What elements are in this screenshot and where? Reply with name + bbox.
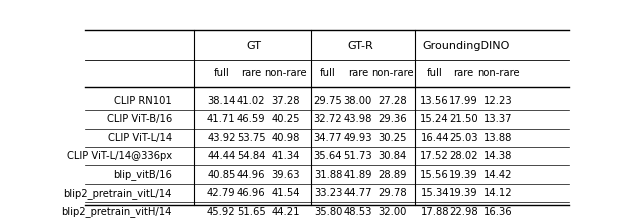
Text: blip2_pretrain_vitL/14: blip2_pretrain_vitL/14 [63,188,172,199]
Text: 15.56: 15.56 [420,170,449,180]
Text: 51.73: 51.73 [344,151,372,161]
Text: full: full [320,68,336,78]
Text: 41.54: 41.54 [271,188,300,198]
Text: 41.02: 41.02 [237,96,266,106]
Text: 30.25: 30.25 [378,133,407,143]
Text: 34.77: 34.77 [314,133,342,143]
Text: GT: GT [246,41,261,51]
Text: rare: rare [241,68,261,78]
Text: 43.98: 43.98 [344,114,372,124]
Text: 32.00: 32.00 [378,207,406,217]
Text: 40.98: 40.98 [271,133,300,143]
Text: 43.92: 43.92 [207,133,236,143]
Text: 41.89: 41.89 [344,170,372,180]
Text: full: full [427,68,442,78]
Text: non-rare: non-rare [371,68,414,78]
Text: 21.50: 21.50 [449,114,477,124]
Text: non-rare: non-rare [477,68,520,78]
Text: 42.79: 42.79 [207,188,236,198]
Text: CLIP RN101: CLIP RN101 [114,96,172,106]
Text: 28.02: 28.02 [449,151,477,161]
Text: 14.12: 14.12 [484,188,513,198]
Text: 37.28: 37.28 [271,96,300,106]
Text: 38.00: 38.00 [344,96,372,106]
Text: 13.37: 13.37 [484,114,513,124]
Text: 33.23: 33.23 [314,188,342,198]
Text: 22.98: 22.98 [449,207,477,217]
Text: 27.28: 27.28 [378,96,407,106]
Text: non-rare: non-rare [264,68,307,78]
Text: 35.64: 35.64 [314,151,342,161]
Text: full: full [214,68,229,78]
Text: 48.53: 48.53 [344,207,372,217]
Text: 19.39: 19.39 [449,188,477,198]
Text: 46.96: 46.96 [237,188,266,198]
Text: 17.52: 17.52 [420,151,449,161]
Text: CLIP ViT-B/16: CLIP ViT-B/16 [106,114,172,124]
Text: 46.59: 46.59 [237,114,266,124]
Text: 12.23: 12.23 [484,96,513,106]
Text: 49.93: 49.93 [344,133,372,143]
Text: 32.72: 32.72 [314,114,342,124]
Text: 29.36: 29.36 [378,114,407,124]
Text: 38.14: 38.14 [207,96,236,106]
Text: 40.85: 40.85 [207,170,236,180]
Text: 29.75: 29.75 [314,96,342,106]
Text: 28.89: 28.89 [378,170,407,180]
Text: 54.84: 54.84 [237,151,266,161]
Text: 31.88: 31.88 [314,170,342,180]
Text: rare: rare [348,68,368,78]
Text: 16.44: 16.44 [420,133,449,143]
Text: 14.42: 14.42 [484,170,513,180]
Text: 44.96: 44.96 [237,170,266,180]
Text: 25.03: 25.03 [449,133,477,143]
Text: 16.36: 16.36 [484,207,513,217]
Text: 44.44: 44.44 [207,151,236,161]
Text: 30.84: 30.84 [378,151,406,161]
Text: 41.34: 41.34 [271,151,300,161]
Text: 53.75: 53.75 [237,133,266,143]
Text: 17.88: 17.88 [420,207,449,217]
Text: 41.71: 41.71 [207,114,236,124]
Text: 29.78: 29.78 [378,188,407,198]
Text: GT-R: GT-R [348,41,373,51]
Text: 44.77: 44.77 [344,188,372,198]
Text: 40.25: 40.25 [271,114,300,124]
Text: 51.65: 51.65 [237,207,266,217]
Text: GroundingDINO: GroundingDINO [422,41,510,51]
Text: 15.34: 15.34 [420,188,449,198]
Text: 45.92: 45.92 [207,207,236,217]
Text: 35.80: 35.80 [314,207,342,217]
Text: 15.24: 15.24 [420,114,449,124]
Text: 44.21: 44.21 [271,207,300,217]
Text: rare: rare [453,68,474,78]
Text: 17.99: 17.99 [449,96,478,106]
Text: 13.88: 13.88 [484,133,512,143]
Text: 39.63: 39.63 [271,170,300,180]
Text: 19.39: 19.39 [449,170,477,180]
Text: CLIP ViT-L/14: CLIP ViT-L/14 [108,133,172,143]
Text: 13.56: 13.56 [420,96,449,106]
Text: CLIP ViT-L/14@336px: CLIP ViT-L/14@336px [67,151,172,161]
Text: blip2_pretrain_vitH/14: blip2_pretrain_vitH/14 [61,206,172,217]
Text: blip_vitB/16: blip_vitB/16 [113,169,172,180]
Text: 14.38: 14.38 [484,151,512,161]
